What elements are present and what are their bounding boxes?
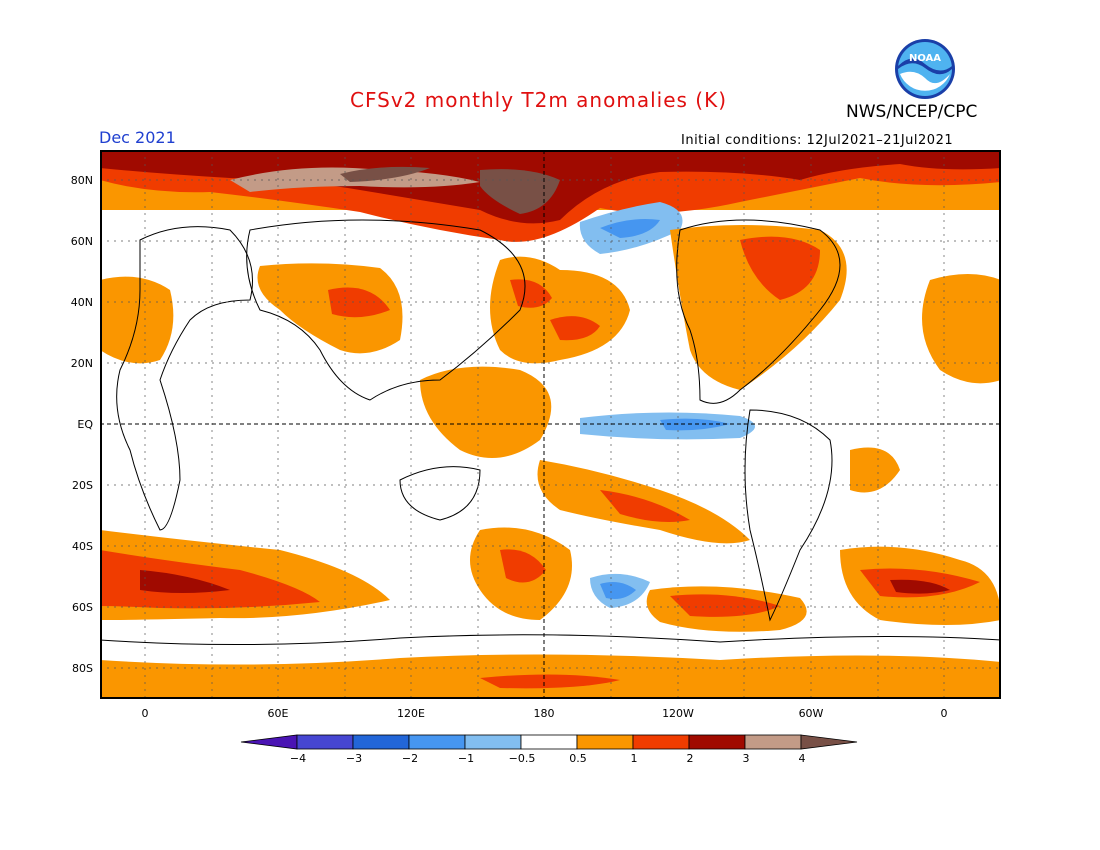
colorbar-box	[520, 734, 578, 750]
anomaly-fields	[100, 150, 1001, 699]
colorbar-box	[408, 734, 466, 750]
anomaly-map	[100, 150, 1001, 699]
colorbar-label: −0.5	[508, 752, 536, 765]
colorbar-label: −3	[345, 752, 363, 765]
colorbar-label: −4	[289, 752, 307, 765]
lon-label: 180	[533, 707, 555, 720]
logo-text: NOAA	[909, 53, 941, 64]
lat-label: 40N	[70, 296, 93, 309]
lon-label: 60E	[267, 707, 289, 720]
colorbar-arrow-right	[800, 734, 858, 750]
forecast-month: Dec 2021	[99, 128, 176, 147]
colorbar-box	[296, 734, 354, 750]
initial-conditions: Initial conditions: 12Jul2021–21Jul2021	[681, 133, 954, 148]
colorbar-label: 3	[742, 752, 750, 765]
colorbar-box	[352, 734, 410, 750]
lat-label: 80S	[72, 662, 93, 675]
map-frame	[100, 150, 1001, 699]
lat-label: EQ	[77, 418, 93, 431]
lon-label: 0	[940, 707, 948, 720]
colorbar-label: 1	[630, 752, 638, 765]
lat-label: 40S	[72, 540, 93, 553]
lat-label: 60N	[70, 235, 93, 248]
lat-label: 60S	[72, 601, 93, 614]
colorbar-arrow-left	[240, 734, 298, 750]
agency-label: NWS/NCEP/CPC	[846, 102, 978, 122]
colorbar-label: 4	[798, 752, 806, 765]
coastlines	[100, 219, 1001, 646]
noaa-logo-icon: NOAA	[895, 39, 955, 99]
lat-label: 20N	[70, 357, 93, 370]
colorbar-label: 2	[686, 752, 694, 765]
colorbar-box	[744, 734, 802, 750]
equator-dateline	[100, 150, 1001, 699]
lon-label: 120E	[397, 707, 425, 720]
lat-label: 20S	[72, 479, 93, 492]
lat-label: 80N	[70, 174, 93, 187]
colorbar-label: −1	[457, 752, 475, 765]
chart-title: CFSv2 monthly T2m anomalies (K)	[350, 88, 727, 112]
colorbar-box	[688, 734, 746, 750]
colorbar-box	[632, 734, 690, 750]
lon-label: 120W	[662, 707, 694, 720]
lon-label: 0	[141, 707, 149, 720]
lon-label: 60W	[798, 707, 824, 720]
colorbar-label: −2	[401, 752, 419, 765]
colorbar-label: 0.5	[569, 752, 587, 765]
colorbar-box	[576, 734, 634, 750]
colorbar-box	[464, 734, 522, 750]
